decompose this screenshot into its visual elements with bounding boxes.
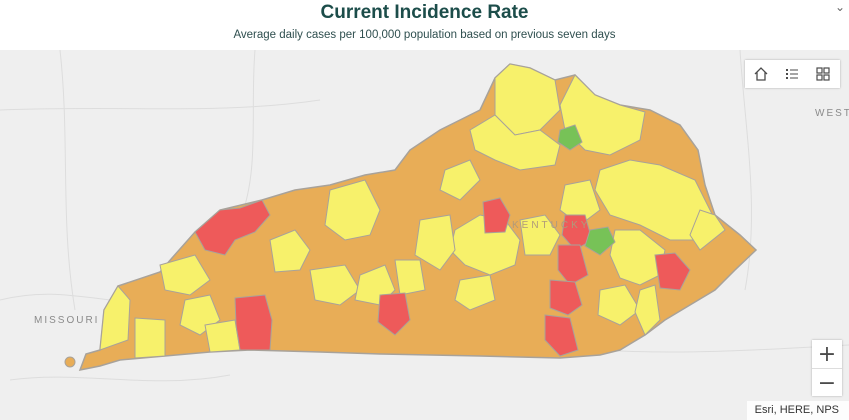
basemap-lines — [0, 50, 849, 382]
state-label-west: WEST — [815, 108, 849, 119]
county-far-east — [689, 209, 726, 251]
county-estill-area — [584, 226, 616, 256]
county-regions-green[interactable] — [557, 124, 616, 256]
county-madison-area — [561, 214, 593, 251]
county-robertson-area — [557, 124, 583, 151]
county-west-central-2 — [269, 229, 311, 273]
county-central-3 — [519, 214, 561, 256]
map-subtitle: Average daily cases per 100,000 populati… — [233, 29, 616, 41]
zoom-controls: + − — [812, 340, 842, 396]
county-rockcastle-area — [557, 244, 589, 286]
home-button[interactable] — [745, 60, 776, 88]
county-west-central-1 — [324, 179, 381, 241]
county-east-lower — [609, 229, 666, 286]
county-purchase-2 — [134, 317, 166, 359]
state-label-kentucky: KENTUCKY — [512, 220, 591, 231]
county-lake-cumberland — [454, 274, 496, 311]
county-sw-1 — [159, 254, 211, 296]
basemap-gallery-button[interactable] — [807, 60, 838, 88]
state-label-missouri: MISSOURI — [34, 315, 100, 326]
home-icon — [754, 67, 767, 81]
basemap-gallery-icon — [815, 67, 830, 81]
county-central-south-3 — [394, 259, 426, 296]
map-attribution[interactable]: Esri, HERE, NPS — [746, 401, 849, 420]
county-franklin-area — [482, 197, 511, 234]
county-north-central — [469, 114, 561, 171]
county-purchase-1 — [99, 285, 131, 351]
map-canvas[interactable] — [0, 50, 849, 420]
legend-button[interactable] — [776, 60, 807, 88]
county-trigg-area — [234, 294, 273, 351]
county-whitley-area — [544, 314, 579, 357]
map-title: Current Incidence Rate — [320, 2, 529, 23]
county-regions-yellow[interactable] — [99, 63, 726, 359]
map-view[interactable]: MISSOURI WEST KENTUCKY — [0, 50, 849, 420]
county-central-east — [559, 179, 601, 226]
county-southeast-1 — [597, 284, 641, 326]
county-henderson-area — [194, 199, 271, 256]
county-laurel-area — [549, 279, 583, 316]
zoom-out-button[interactable]: − — [812, 368, 842, 397]
county-central-south-1 — [309, 264, 361, 306]
county-northeast-band — [559, 74, 646, 156]
county-north-2 — [439, 159, 481, 201]
county-fulton-island[interactable] — [64, 356, 76, 368]
county-regions-red[interactable] — [194, 197, 691, 357]
legend-list-icon — [785, 69, 798, 79]
map-header: Current Incidence Rate Average daily cas… — [0, 0, 849, 50]
county-sw-3 — [204, 319, 241, 353]
map-toolbar — [745, 60, 840, 88]
county-southeast-2 — [634, 284, 661, 336]
county-perry-area — [654, 252, 691, 291]
county-warren-area — [377, 292, 411, 336]
zoom-in-button[interactable]: + — [817, 341, 837, 367]
county-central-2 — [414, 214, 456, 271]
collapse-icon[interactable]: ⌄ — [834, 0, 845, 14]
